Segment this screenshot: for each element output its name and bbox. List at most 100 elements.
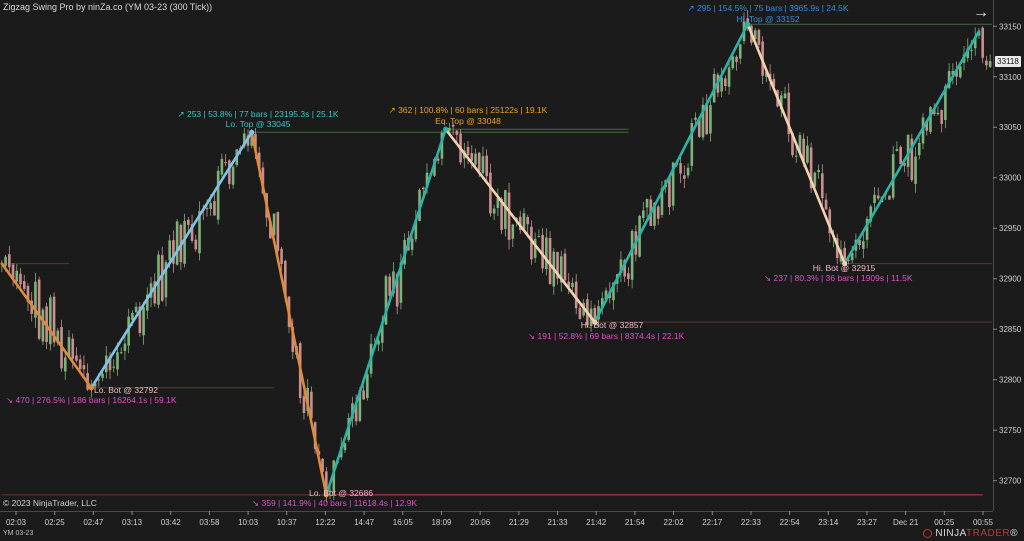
zigzag-leg [250, 130, 328, 497]
candle-body [847, 259, 850, 261]
candle-body [75, 355, 78, 361]
zigzag-leg [843, 30, 981, 265]
x-tick-label: 16:05 [393, 518, 414, 527]
zigzag-leg [593, 22, 750, 324]
candle-body [686, 167, 690, 176]
candle-body [824, 199, 828, 210]
candle-body [276, 212, 280, 251]
candle-body [108, 356, 112, 371]
candle-body [735, 56, 738, 62]
candle-body [8, 254, 11, 268]
candle-body [362, 390, 365, 400]
candle-body [466, 146, 470, 156]
candle-body [272, 213, 276, 236]
chart-title: Zigzag Swing Pro by ninZa.co (YM 03-23 (… [3, 2, 213, 12]
candle-body [310, 391, 313, 419]
candle-body [302, 396, 306, 413]
candle-body [291, 326, 295, 352]
candle-body [779, 95, 783, 110]
candle-body [82, 365, 86, 370]
candle-body [809, 147, 813, 189]
swing-label-line1: Hi. Bot @ 32915 [813, 263, 876, 273]
candle-body [392, 271, 395, 294]
arrow-right-icon[interactable]: → [973, 4, 989, 21]
y-tick-label: 33000 [999, 174, 1022, 183]
x-tick-label: 22:17 [702, 518, 723, 527]
candle-body [321, 458, 324, 472]
swing-label-line1: ↗ 362 | 100.8% | 60 bars | 25122s | 19.1… [389, 105, 548, 115]
logo-reg: ® [1010, 528, 1018, 539]
candle-body [731, 56, 735, 69]
candle-body [168, 240, 171, 261]
candle-body [399, 262, 403, 303]
candle-body [798, 135, 802, 154]
candle-body [955, 70, 958, 77]
candle-body [56, 330, 60, 344]
candle-body [947, 71, 951, 88]
candle-body [806, 145, 809, 163]
candle-body [101, 373, 104, 378]
candle-body [653, 202, 656, 226]
swing-label-line2: ↘ 237 | 80.3% | 36 bars | 1909s | 11.5K [764, 273, 913, 283]
candle-body [757, 30, 761, 45]
candle-body [142, 307, 145, 336]
candle-body [131, 313, 134, 321]
candle-body [668, 177, 671, 208]
candle-body [451, 124, 455, 127]
candle-body [269, 221, 272, 239]
swing-point [745, 21, 751, 27]
candle-body [563, 253, 567, 281]
zigzag-leg [90, 130, 254, 390]
candle-body [172, 240, 175, 264]
candle-body [899, 146, 902, 164]
candle-body [15, 270, 19, 282]
candle-body [660, 188, 664, 215]
candle-body [694, 117, 697, 120]
logo-left: NINJA [935, 528, 966, 539]
candle-body [876, 195, 880, 199]
x-tick-label: 21:54 [625, 518, 646, 527]
candle-body [567, 281, 571, 288]
candle-body [504, 190, 507, 229]
candle-body [164, 262, 168, 298]
candle-body [671, 162, 675, 206]
x-tick-label: 22:33 [741, 518, 762, 527]
candle-body [604, 290, 608, 301]
candle-body [477, 152, 481, 172]
candle-body [705, 102, 709, 135]
candle-body [701, 104, 705, 138]
swing-point [592, 319, 598, 325]
candle-body [765, 71, 768, 77]
candle-body [578, 307, 582, 319]
candle-body [612, 282, 615, 301]
candle-body [895, 149, 899, 152]
zigzag-leg [0, 262, 93, 390]
y-tick-label: 32850 [999, 325, 1022, 334]
y-tick-label: 32700 [999, 477, 1022, 486]
candle-body [283, 260, 287, 298]
candle-body [127, 316, 130, 346]
candle-body [593, 307, 597, 323]
candle-body [511, 224, 515, 239]
candle-body [720, 77, 723, 92]
x-tick-label: 12:22 [315, 518, 336, 527]
candle-body [343, 443, 347, 451]
candle-body [850, 252, 854, 261]
candle-body [559, 256, 563, 283]
candle-body [958, 66, 962, 78]
candle-body [772, 78, 776, 87]
candle-body [194, 239, 198, 250]
y-tick-label: 32750 [999, 426, 1022, 435]
candle-body [556, 252, 559, 279]
candle-body [485, 155, 488, 177]
candle-body [865, 218, 869, 240]
candle-body [119, 352, 123, 354]
x-tick-label: 02:47 [83, 518, 104, 527]
candle-body [41, 309, 45, 342]
candle-body [414, 219, 418, 240]
candle-body [746, 18, 750, 25]
candle-body [455, 130, 459, 135]
candle-body [936, 112, 940, 115]
